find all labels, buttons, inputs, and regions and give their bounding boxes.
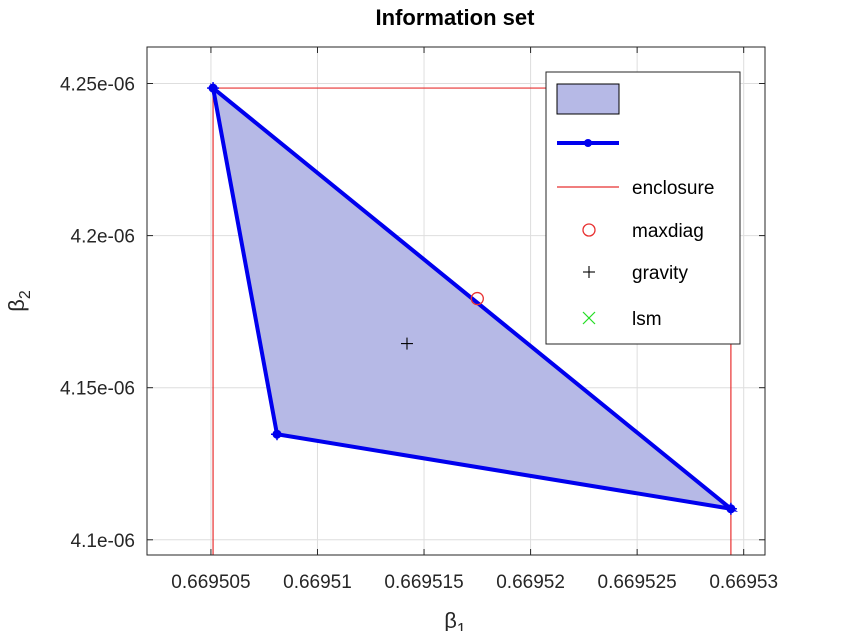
y-tick-label: 4.2e-06 — [71, 227, 135, 248]
information-set-polygon — [207, 82, 739, 515]
legend: enclosure maxdiag gravity lsm — [545, 71, 741, 345]
x-tick-label: 0.669515 — [384, 572, 463, 593]
x-axis-label-symbol: β — [444, 608, 457, 631]
legend-box — [545, 71, 741, 345]
legend-entry-patch — [556, 83, 620, 115]
y-axis-label-symbol: β — [4, 299, 29, 312]
y-tick-label: 4.25e-06 — [60, 75, 135, 96]
y-tick-label: 4.15e-06 — [60, 379, 135, 400]
legend-patch-swatch — [556, 83, 620, 115]
legend-entry-maxdiag: maxdiag — [582, 221, 704, 242]
legend-entry-lsm: lsm — [582, 309, 662, 330]
legend-label: enclosure — [632, 178, 714, 199]
plot-area-frame — [146, 46, 766, 556]
legend-entry-gravity: gravity — [583, 263, 688, 284]
chart-title: Information set — [376, 5, 536, 30]
legend-label: maxdiag — [632, 221, 704, 242]
point-markers — [400, 291, 484, 350]
y-axis-label: β2 — [4, 290, 34, 312]
legend-line-marker — [584, 139, 592, 147]
x-tick-label: 0.66951 — [283, 572, 352, 593]
legend-entry-enclosure: enclosure — [557, 178, 714, 199]
legend-label: lsm — [632, 309, 662, 330]
maxdiag-marker — [470, 291, 484, 306]
x-tick-label: 0.66953 — [709, 572, 778, 593]
legend-entry-line-marker — [557, 139, 619, 147]
x-tick-label: 0.66952 — [496, 572, 565, 593]
x-axis-label-subscript: 1 — [457, 621, 466, 631]
legend-label: gravity — [632, 263, 688, 284]
polygon-shape — [210, 83, 739, 512]
x-tick-label: 0.669525 — [598, 572, 677, 593]
x-axis-ticks: 0.669505 0.66951 0.669515 0.66952 0.669525 0.… — [171, 47, 778, 593]
legend-maxdiag-swatch — [582, 223, 596, 237]
x-tick-label: 0.669505 — [171, 572, 250, 593]
x-axis-label: β1 — [444, 608, 466, 631]
legend-lsm-swatch-b — [582, 311, 596, 325]
y-axis-ticks: 4.1e-06 4.15e-06 4.2e-06 4.25e-06 — [60, 75, 765, 552]
y-tick-label: 4.1e-06 — [71, 531, 135, 552]
y-axis-label-subscript: 2 — [17, 290, 34, 299]
